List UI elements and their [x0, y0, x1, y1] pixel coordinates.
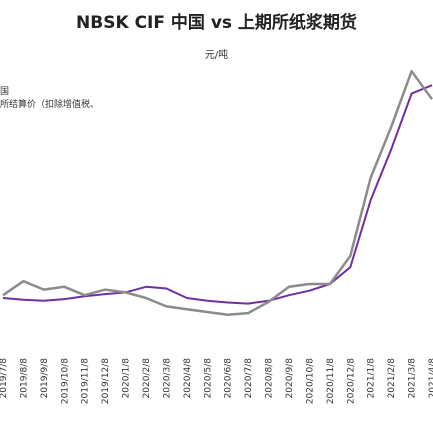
x-tick-label: 2020/7/8 — [244, 358, 254, 399]
x-tick-label: 2019/9/8 — [40, 358, 50, 399]
x-tick-label: 2020/5/8 — [203, 358, 213, 399]
x-tick-label: 2019/10/8 — [60, 358, 70, 404]
x-tick-label: 2020/4/8 — [183, 358, 193, 399]
x-tick-label: 2020/6/8 — [224, 358, 234, 399]
x-tick-label: 2020/12/8 — [346, 358, 356, 404]
x-tick-label: 2019/8/8 — [19, 358, 29, 399]
x-tick-label: 2020/2/8 — [142, 358, 152, 399]
legend-entry-futures: 所结算价（扣除增值税、 — [0, 100, 100, 110]
chart-title: NBSK CIF 中国 vs 上期所纸浆期货 — [76, 13, 357, 33]
legend-entry-nbsk: 国 — [0, 87, 10, 97]
x-tick-label: 2019/12/8 — [101, 358, 111, 404]
x-tick-label: 2021/3/8 — [408, 358, 418, 399]
x-tick-label: 2020/10/8 — [305, 358, 315, 404]
x-tick-label: 2021/2/8 — [387, 358, 397, 399]
x-tick-label: 2020/11/8 — [326, 358, 336, 404]
x-tick-label: 2020/9/8 — [285, 358, 295, 399]
x-tick-label: 2021/4/8 — [428, 358, 433, 399]
chart-legend: 国 所结算价（扣除增值税、 — [0, 86, 99, 112]
series-line-futures — [2, 69, 433, 317]
series-line-nbsk — [2, 84, 433, 305]
x-tick-label: 2020/1/8 — [122, 358, 132, 399]
x-tick-label: 2020/8/8 — [265, 358, 275, 399]
x-tick-label: 2020/3/8 — [162, 358, 172, 399]
x-tick-label: 2019/7/8 — [0, 358, 9, 399]
x-tick-label: 2021/1/8 — [367, 358, 377, 399]
chart-unit: 元/吨 — [204, 50, 229, 61]
x-tick-label: 2019/11/8 — [81, 358, 91, 404]
